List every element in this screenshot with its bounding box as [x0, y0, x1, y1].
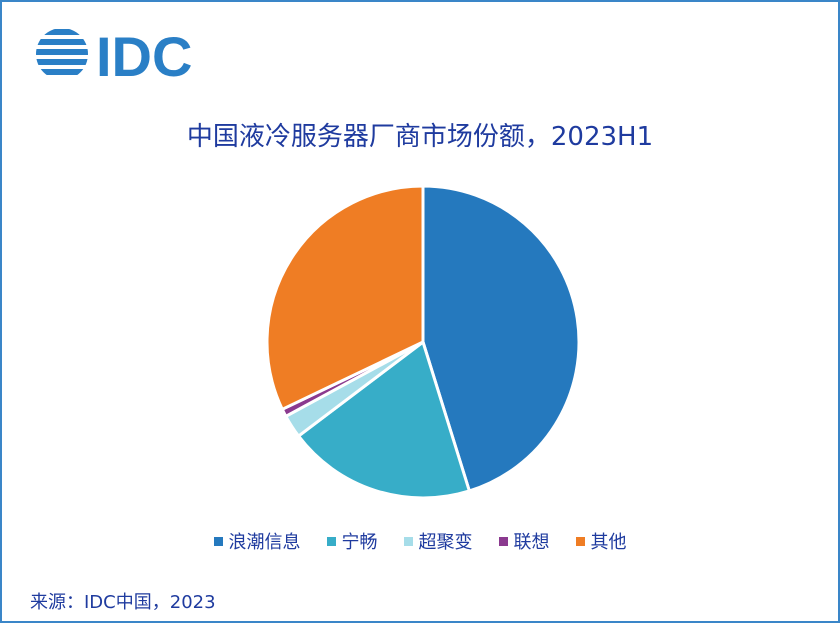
- pie-slice-0: [421, 184, 581, 493]
- legend-item-0: 浪潮信息: [213, 528, 301, 554]
- source-note: 来源：IDC中国，2023: [30, 592, 216, 613]
- legend-swatch: [575, 536, 585, 546]
- idc-logo: IDC: [36, 26, 192, 82]
- logo-text: IDC: [96, 26, 192, 82]
- legend-swatch: [498, 536, 508, 546]
- pie-slice-4: [265, 184, 425, 412]
- legend-label: 其他: [590, 532, 627, 553]
- legend-swatch: [403, 536, 413, 546]
- legend-label: 浪潮信息: [228, 532, 301, 553]
- legend-item-4: 其他: [575, 528, 627, 554]
- pie-slice-1: [296, 339, 472, 500]
- legend: 浪潮信息 宁畅 超聚变 联想 其他: [2, 528, 838, 554]
- legend-item-1: 宁畅: [326, 528, 378, 554]
- globe-icon: [36, 29, 88, 75]
- legend-label: 超聚变: [418, 532, 473, 553]
- legend-swatch: [213, 536, 223, 546]
- legend-label: 联想: [513, 532, 550, 553]
- legend-label: 宁畅: [341, 532, 378, 553]
- legend-item-3: 联想: [498, 528, 550, 554]
- legend-item-2: 超聚变: [403, 528, 473, 554]
- legend-swatch: [326, 536, 336, 546]
- chart-title: 中国液冷服务器厂商市场份额，2023H1: [186, 122, 654, 152]
